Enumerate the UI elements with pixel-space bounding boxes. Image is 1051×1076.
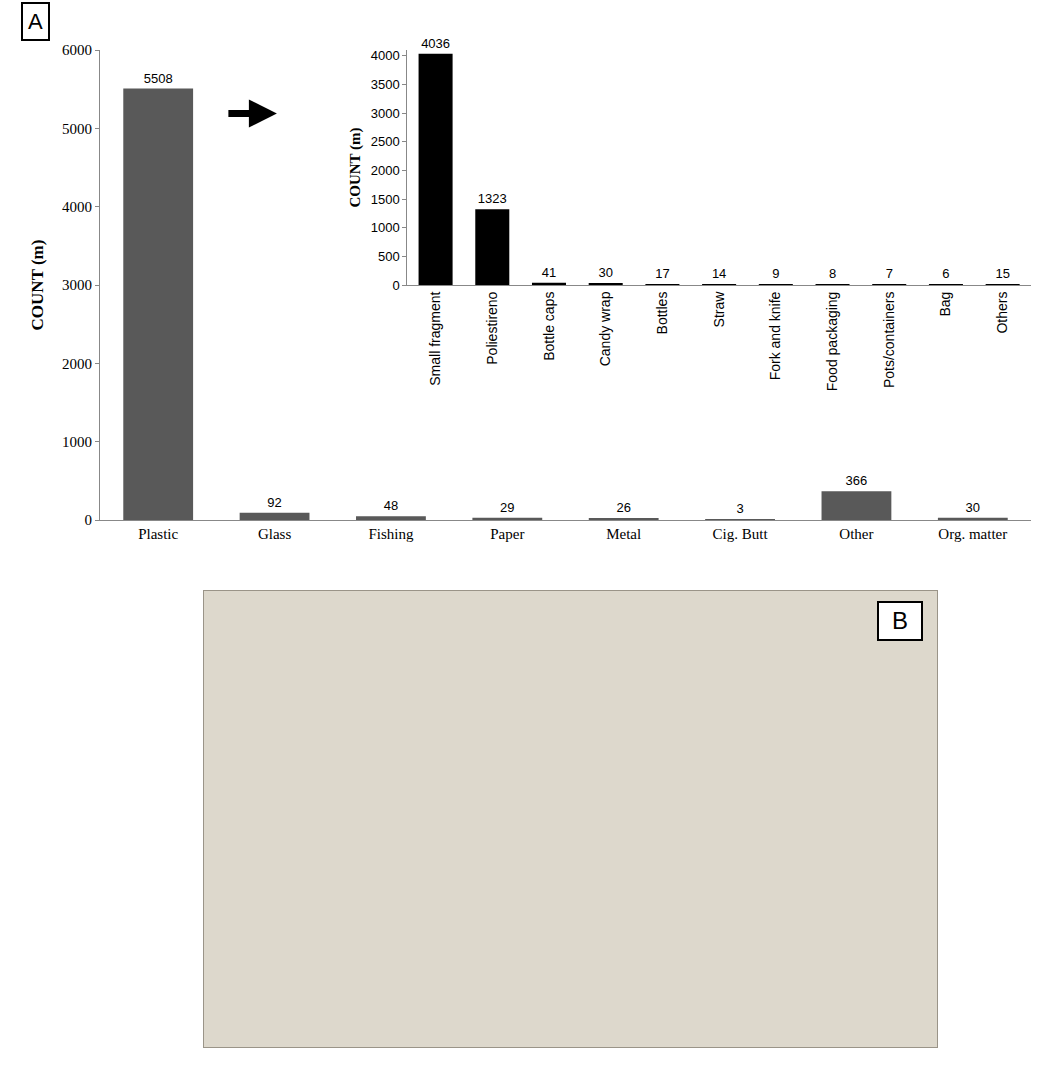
svg-text:Glass: Glass	[258, 526, 291, 542]
svg-text:2000: 2000	[62, 356, 92, 372]
svg-text:14: 14	[712, 266, 726, 281]
svg-text:4036: 4036	[421, 36, 450, 51]
svg-text:366: 366	[846, 473, 868, 488]
svg-text:29: 29	[500, 500, 514, 515]
svg-text:Poliestireno: Poliestireno	[484, 291, 500, 364]
svg-text:Metal: Metal	[606, 526, 641, 542]
svg-text:A: A	[28, 9, 43, 34]
svg-text:Others: Others	[994, 292, 1010, 334]
svg-text:9: 9	[772, 266, 779, 281]
html-text:B: B	[892, 607, 908, 634]
svg-text:Paper: Paper	[490, 526, 524, 542]
svg-text:48: 48	[384, 498, 398, 513]
svg-text:Bottle caps: Bottle caps	[541, 292, 557, 361]
svg-text:Small fragment: Small fragment	[427, 292, 443, 386]
svg-text:3: 3	[736, 501, 743, 516]
svg-text:Cig. Butt: Cig. Butt	[713, 526, 769, 542]
svg-text:3500: 3500	[371, 77, 400, 92]
svg-text:Bag: Bag	[937, 292, 953, 317]
svg-text:3000: 3000	[371, 106, 400, 121]
svg-text:30: 30	[966, 500, 980, 515]
svg-text:30: 30	[598, 265, 612, 280]
svg-text:1000: 1000	[62, 434, 92, 450]
svg-text:Plastic: Plastic	[138, 526, 178, 542]
svg-text:2000: 2000	[371, 163, 400, 178]
svg-text:Candy wrap: Candy wrap	[597, 291, 613, 366]
svg-text:4000: 4000	[62, 199, 92, 215]
svg-text:26: 26	[616, 500, 630, 515]
svg-text:7: 7	[886, 266, 893, 281]
svg-text:COUNT (m): COUNT (m)	[347, 127, 364, 207]
svg-text:5000: 5000	[62, 121, 92, 137]
svg-text:Org. matter: Org. matter	[938, 526, 1007, 542]
svg-text:1500: 1500	[371, 192, 400, 207]
svg-text:17: 17	[655, 266, 669, 281]
svg-text:1323: 1323	[478, 191, 507, 206]
svg-text:0: 0	[392, 278, 399, 293]
svg-text:500: 500	[378, 249, 400, 264]
svg-text:5508: 5508	[144, 71, 173, 86]
svg-text:Straw: Straw	[711, 291, 727, 328]
svg-text:Fishing: Fishing	[368, 526, 414, 542]
svg-text:6: 6	[942, 266, 949, 281]
svg-text:1000: 1000	[371, 220, 400, 235]
svg-text:41: 41	[542, 265, 556, 280]
svg-text:8: 8	[829, 266, 836, 281]
svg-text:2500: 2500	[371, 134, 400, 149]
svg-text:Pots/containers: Pots/containers	[881, 292, 897, 389]
svg-text:COUNT (m): COUNT (m)	[28, 240, 47, 331]
svg-text:Bottles: Bottles	[654, 292, 670, 335]
svg-text:Fork and knife: Fork and knife	[767, 291, 783, 380]
svg-text:0: 0	[85, 512, 93, 528]
svg-text:Food packaging: Food packaging	[824, 292, 840, 392]
svg-text:15: 15	[995, 266, 1009, 281]
svg-text:6000: 6000	[62, 42, 92, 58]
svg-text:Other: Other	[839, 526, 873, 542]
svg-text:4000: 4000	[371, 48, 400, 63]
svg-text:3000: 3000	[62, 277, 92, 293]
svg-text:92: 92	[267, 495, 281, 510]
